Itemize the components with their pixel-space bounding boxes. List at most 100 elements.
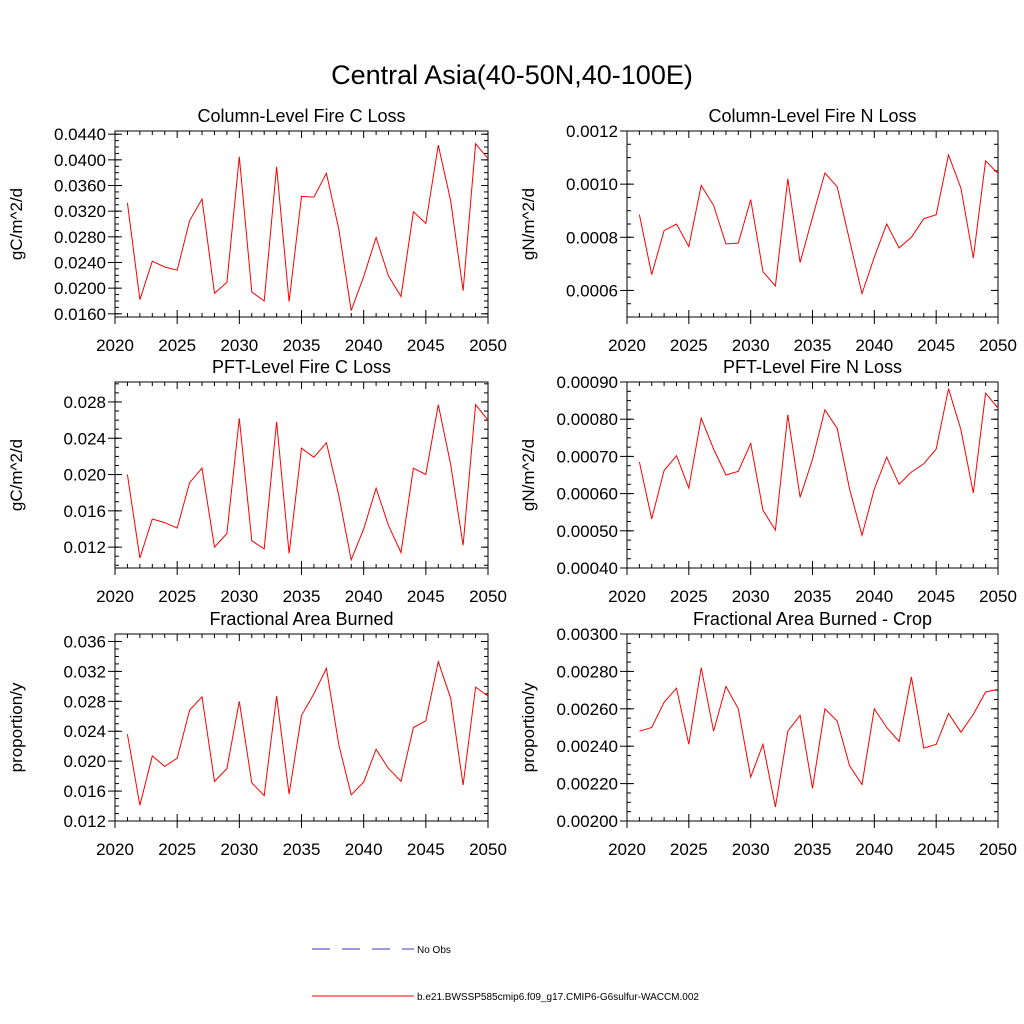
y-tick-label: 0.0200 xyxy=(54,279,106,298)
y-tick-label: 0.0320 xyxy=(54,202,106,221)
x-tick-label: 2045 xyxy=(917,840,955,859)
x-tick-label: 2025 xyxy=(158,587,196,606)
panel-title: PFT-Level Fire C Loss xyxy=(212,357,391,377)
panel-2: Column-Level Fire N Loss gN/m^2/d 2020 2025… xyxy=(519,106,1017,355)
y-tick-label: 0.00220 xyxy=(557,775,618,794)
panel-4: PFT-Level Fire N Loss gN/m^2/d 2020 2025 203… xyxy=(519,357,1017,606)
x-tick-label: 2020 xyxy=(608,840,646,859)
x-tick-label: 2035 xyxy=(283,587,321,606)
y-tick-label: 0.00070 xyxy=(557,447,618,466)
y-axis-label: proportion/y xyxy=(519,682,538,772)
y-tick-label: 0.024 xyxy=(63,429,106,448)
y-tick-label: 0.00090 xyxy=(557,373,618,392)
plot-frame xyxy=(626,633,999,822)
y-axis-label: proportion/y xyxy=(7,682,26,772)
panel-title: Column-Level Fire C Loss xyxy=(197,106,405,126)
x-tick-label: 2030 xyxy=(732,840,770,859)
panels-container: Column-Level Fire C Loss gC/m^2/d 2020 2025… xyxy=(7,106,1017,859)
x-tick-label: 2045 xyxy=(407,840,445,859)
series-line xyxy=(126,142,489,311)
panel-6: Fractional Area Burned - Crop proportion/… xyxy=(519,609,1017,859)
y-tick-label: 0.036 xyxy=(63,632,106,651)
x-tick-label: 2020 xyxy=(608,587,646,606)
x-tick-label: 2045 xyxy=(917,336,955,355)
legend-label-model-run: b.e21.BWSSP585cmip6.f09_g17.CMIP6-G6sulf… xyxy=(417,992,699,1003)
legend: No Obs b.e21.BWSSP585cmip6.f09_g17.CMIP6… xyxy=(312,945,699,1003)
y-tick-label: 0.0440 xyxy=(54,125,106,144)
y-tick-label: 0.0160 xyxy=(54,305,106,324)
y-tick-label: 0.00080 xyxy=(557,410,618,429)
x-tick-label: 2050 xyxy=(469,587,507,606)
y-tick-label: 0.00240 xyxy=(557,737,618,756)
y-tick-label: 0.00260 xyxy=(557,700,618,719)
panel-title: PFT-Level Fire N Loss xyxy=(723,357,902,377)
x-tick-label: 2035 xyxy=(794,587,832,606)
x-tick-label: 2050 xyxy=(979,587,1017,606)
legend-entry-model-run: b.e21.BWSSP585cmip6.f09_g17.CMIP6-G6sulf… xyxy=(312,992,699,1003)
x-tick-label: 2040 xyxy=(855,336,893,355)
x-tick-label: 2045 xyxy=(917,587,955,606)
x-tick-label: 2040 xyxy=(855,840,893,859)
series-line xyxy=(638,388,999,538)
y-tick-label: 0.0010 xyxy=(566,175,618,194)
plot-frame xyxy=(114,633,489,822)
x-tick-label: 2045 xyxy=(407,587,445,606)
x-tick-label: 2035 xyxy=(794,336,832,355)
y-tick-label: 0.016 xyxy=(63,782,106,801)
series-line xyxy=(638,153,999,296)
y-tick-label: 0.00040 xyxy=(557,559,618,578)
y-tick-label: 0.0012 xyxy=(566,122,618,141)
series-line xyxy=(126,659,489,806)
y-tick-label: 0.0008 xyxy=(566,228,618,247)
x-tick-label: 2020 xyxy=(96,587,134,606)
y-tick-label: 0.020 xyxy=(63,466,106,485)
y-tick-label: 0.016 xyxy=(63,502,106,521)
plot-frame xyxy=(114,130,489,318)
plot-frame xyxy=(626,130,999,318)
x-tick-label: 2040 xyxy=(345,587,383,606)
panel-title: Column-Level Fire N Loss xyxy=(708,106,916,126)
x-tick-label: 2040 xyxy=(345,336,383,355)
x-tick-label: 2040 xyxy=(855,587,893,606)
x-tick-label: 2050 xyxy=(469,336,507,355)
x-tick-label: 2050 xyxy=(979,840,1017,859)
x-tick-label: 2030 xyxy=(220,840,258,859)
x-tick-label: 2030 xyxy=(220,587,258,606)
x-tick-label: 2020 xyxy=(96,840,134,859)
x-tick-label: 2035 xyxy=(283,840,321,859)
y-tick-label: 0.0006 xyxy=(566,281,618,300)
plot-frame xyxy=(114,381,489,569)
y-tick-label: 0.0240 xyxy=(54,253,106,272)
x-tick-label: 2035 xyxy=(283,336,321,355)
y-tick-label: 0.00200 xyxy=(557,812,618,831)
y-tick-label: 0.012 xyxy=(63,812,106,831)
x-tick-label: 2025 xyxy=(670,336,708,355)
x-tick-label: 2050 xyxy=(469,840,507,859)
y-tick-label: 0.028 xyxy=(63,692,106,711)
x-tick-label: 2025 xyxy=(158,840,196,859)
x-tick-label: 2035 xyxy=(794,840,832,859)
series-line xyxy=(126,403,489,562)
panel-title: Fractional Area Burned xyxy=(209,609,393,629)
y-tick-label: 0.00300 xyxy=(557,625,618,644)
x-tick-label: 2025 xyxy=(670,840,708,859)
y-tick-label: 0.024 xyxy=(63,722,106,741)
y-tick-label: 0.00050 xyxy=(557,522,618,541)
legend-entry-no-obs: No Obs xyxy=(312,945,451,956)
y-tick-label: 0.028 xyxy=(63,393,106,412)
legend-label-no-obs: No Obs xyxy=(417,945,451,956)
y-tick-label: 0.032 xyxy=(63,662,106,681)
panel-title: Fractional Area Burned - Crop xyxy=(693,609,932,629)
y-tick-label: 0.00060 xyxy=(557,485,618,504)
figure-title: Central Asia(40-50N,40-100E) xyxy=(331,60,693,90)
plot-frame xyxy=(626,381,999,569)
x-tick-label: 2025 xyxy=(158,336,196,355)
y-tick-label: 0.0360 xyxy=(54,177,106,196)
x-tick-label: 2020 xyxy=(96,336,134,355)
x-tick-label: 2020 xyxy=(608,336,646,355)
y-axis-label: gN/m^2/d xyxy=(519,188,538,260)
y-tick-label: 0.00280 xyxy=(557,662,618,681)
x-tick-label: 2030 xyxy=(732,336,770,355)
x-tick-label: 2030 xyxy=(220,336,258,355)
